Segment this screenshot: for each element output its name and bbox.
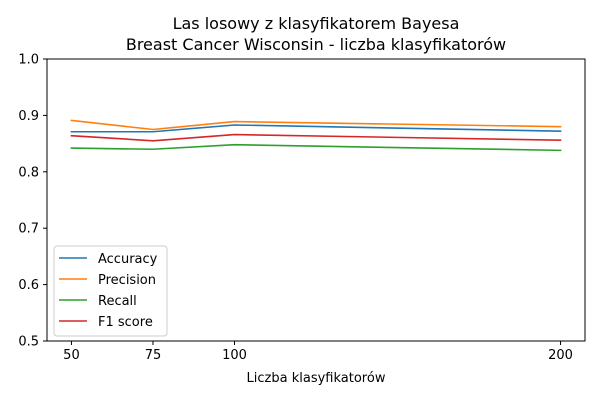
x-axis-label: Liczba klasyfikatorów	[247, 371, 386, 386]
x-tick-label: 100	[222, 348, 247, 363]
legend-label: F1 score	[98, 315, 153, 330]
legend-label: Precision	[98, 273, 156, 288]
plot-frame	[46, 58, 586, 342]
y-tick-label: 0.9	[18, 109, 39, 124]
legend-box	[53, 245, 168, 337]
y-tick-label: 0.6	[18, 278, 39, 293]
legend-label: Recall	[98, 294, 137, 309]
y-tick-label: 1.0	[18, 53, 39, 68]
x-tick-label: 75	[145, 348, 162, 363]
x-tick-label: 50	[63, 348, 80, 363]
series-line-accuracy	[70, 124, 562, 133]
legend-label: Accuracy	[98, 252, 158, 267]
plot-area: 50 75 100 200 0.5 0.6 0.7 0.8 0.9 1.0	[18, 53, 586, 363]
y-tick-label: 0.5	[18, 335, 39, 350]
y-tick-label: 0.7	[18, 222, 39, 237]
legend: Accuracy Precision Recall F1 score	[53, 245, 168, 337]
x-tick-label: 200	[548, 348, 573, 363]
y-tick-label: 0.8	[18, 165, 39, 180]
chart-subtitle: Breast Cancer Wisconsin - liczba klasyfi…	[126, 35, 506, 54]
series-line-f1-score	[70, 133, 562, 142]
series-line-precision	[70, 119, 562, 131]
series-line-recall	[70, 143, 562, 152]
chart-title: Las losowy z klasyfikatorem Bayesa	[173, 14, 460, 33]
